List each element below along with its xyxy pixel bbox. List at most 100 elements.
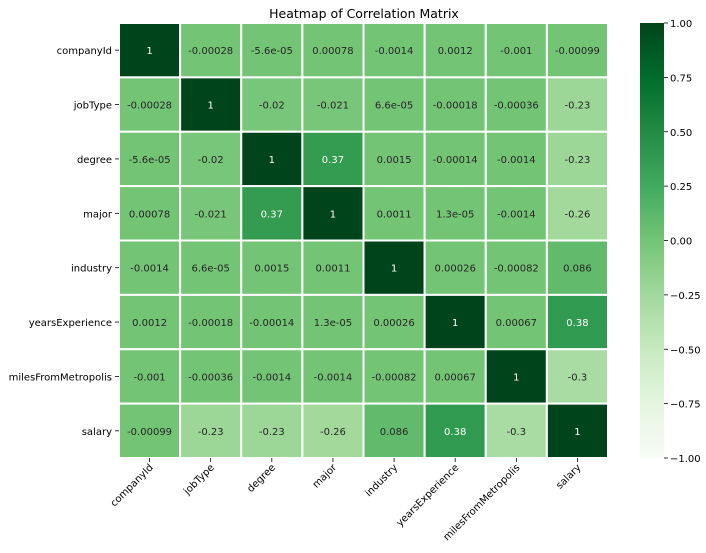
heatmap-cell-companyId-yearsExperience bbox=[423, 22, 487, 79]
x-tick-label: yearsExperience bbox=[395, 462, 462, 529]
cell-annotation: -0.021 bbox=[317, 101, 349, 112]
cell-annotation: -0.0014 bbox=[253, 372, 292, 383]
cell-annotation: -0.00014 bbox=[433, 155, 478, 166]
heatmap-cell-yearsExperience-yearsExperience bbox=[423, 293, 487, 351]
heatmap-cell-major-degree bbox=[240, 185, 304, 242]
cell-annotation: -0.00036 bbox=[188, 372, 233, 383]
cell-annotation: 1 bbox=[452, 318, 458, 329]
x-tick-label: industry bbox=[363, 462, 400, 499]
colorbar-tick-label: 0.25 bbox=[670, 182, 692, 193]
cell-annotation: -0.00082 bbox=[494, 264, 539, 275]
heatmap-cell-degree-salary bbox=[545, 130, 609, 188]
cell-annotation: -0.00099 bbox=[127, 427, 172, 438]
cell-annotation: 0.086 bbox=[563, 264, 592, 275]
cell-annotation: -5.6e-05 bbox=[251, 46, 293, 57]
cell-annotation: -0.23 bbox=[198, 427, 224, 438]
heatmap-cell-degree-milesFromMetropolis bbox=[484, 130, 548, 188]
heatmap-cell-degree-yearsExperience bbox=[423, 130, 487, 188]
colorbar: 1.00 0.75 0.50 0.25 0.00 −0.25 −0.50 −0.75 −1.00 bbox=[640, 19, 701, 465]
cell-annotation: -0.00082 bbox=[372, 372, 417, 383]
cell-annotation: -0.00028 bbox=[188, 46, 233, 57]
y-tick-label: major bbox=[83, 209, 113, 220]
cell-annotation: 0.37 bbox=[261, 209, 283, 220]
cell-annotation: -0.00014 bbox=[249, 318, 294, 329]
colorbar-tick-label: 0.00 bbox=[670, 237, 692, 248]
colorbar-tick-label: 0.50 bbox=[670, 128, 692, 139]
y-tick-label: industry bbox=[71, 264, 112, 275]
y-axis: companyId jobType degree major industry years… bbox=[9, 46, 119, 438]
heatmap-cell-milesFromMetropolis-jobType bbox=[179, 348, 243, 405]
colorbar-tick-label: −0.50 bbox=[670, 345, 701, 356]
x-tick-label: jobType bbox=[181, 462, 217, 498]
cell-annotation: 0.0015 bbox=[377, 155, 412, 166]
y-tick-label: degree bbox=[77, 155, 112, 166]
y-tick-label: milesFromMetropolis bbox=[9, 372, 112, 383]
heatmap-cell-jobType-major bbox=[301, 76, 365, 133]
colorbar-gradient bbox=[640, 23, 664, 458]
cell-annotation: -0.0014 bbox=[497, 209, 536, 220]
cell-annotation: 1.3e-05 bbox=[436, 209, 474, 220]
x-tick-label: degree bbox=[245, 462, 278, 495]
x-tick-label: salary bbox=[554, 462, 583, 491]
cell-annotation: 0.00078 bbox=[312, 46, 353, 57]
heatmap-cell-degree-degree bbox=[240, 130, 304, 188]
cell-annotation: -0.00028 bbox=[127, 101, 172, 112]
cell-annotation: -0.00099 bbox=[555, 46, 600, 57]
cell-annotation: -5.6e-05 bbox=[129, 155, 171, 166]
heatmap-cell-jobType-yearsExperience bbox=[423, 76, 487, 133]
cell-annotation: 6.6e-05 bbox=[191, 264, 229, 275]
heatmap-cell-major-industry bbox=[362, 185, 426, 242]
heatmap-cell-major-milesFromMetropolis bbox=[484, 185, 548, 242]
heatmap-cell-salary-degree bbox=[240, 402, 304, 459]
heatmap-cell-jobType-salary bbox=[545, 76, 609, 133]
y-tick-label: companyId bbox=[57, 46, 112, 57]
cell-annotation: 1 bbox=[330, 209, 336, 220]
cell-annotation: 0.0011 bbox=[377, 209, 412, 220]
heatmap-cell-yearsExperience-jobType bbox=[179, 293, 243, 351]
colorbar-tick-label: −1.00 bbox=[670, 454, 701, 465]
heatmap-cell-degree-industry bbox=[362, 130, 426, 188]
cell-annotation: 0.0012 bbox=[438, 46, 473, 57]
cell-annotation: -0.26 bbox=[565, 209, 591, 220]
cell-annotation: 0.0011 bbox=[315, 264, 350, 275]
cell-annotation: 0.00026 bbox=[435, 264, 476, 275]
colorbar-tick-label: 0.75 bbox=[670, 73, 692, 84]
cell-annotation: -0.3 bbox=[507, 427, 527, 438]
x-tick-label: companyId bbox=[109, 462, 156, 509]
cell-annotation: -0.00036 bbox=[494, 101, 539, 112]
heatmap-cell-salary-industry bbox=[362, 402, 426, 459]
cell-annotation: -0.02 bbox=[198, 155, 224, 166]
heatmap-cell-milesFromMetropolis-industry bbox=[362, 348, 426, 405]
cell-annotation: 1 bbox=[574, 427, 580, 438]
heatmap-cell-industry-major bbox=[301, 239, 365, 296]
heatmap-cell-degree-major bbox=[301, 130, 365, 188]
cell-annotation: -0.0014 bbox=[497, 155, 536, 166]
heatmap-cell-milesFromMetropolis-degree bbox=[240, 348, 304, 405]
cell-annotation: -0.001 bbox=[133, 372, 165, 383]
heatmap-cell-industry-industry bbox=[362, 239, 426, 296]
cell-annotation: 1 bbox=[146, 46, 152, 57]
heatmap-cell-milesFromMetropolis-milesFromMetropolis bbox=[484, 348, 548, 405]
cell-annotation: 1 bbox=[513, 372, 519, 383]
cell-annotation: -0.0014 bbox=[375, 46, 414, 57]
cell-annotation: -0.00018 bbox=[188, 318, 233, 329]
cell-annotation: -0.00018 bbox=[433, 101, 478, 112]
heatmap-cell-yearsExperience-industry bbox=[362, 293, 426, 351]
colorbar-tick-label: −0.25 bbox=[670, 291, 701, 302]
cell-annotation: 1 bbox=[391, 264, 397, 275]
cell-annotation: 0.38 bbox=[566, 318, 588, 329]
cell-annotations: 1 -0.00028 -5.6e-05 0.00078 -0.0014 0.0012 -0.… bbox=[127, 46, 600, 438]
cell-annotation: 0.37 bbox=[322, 155, 344, 166]
cell-annotation: -0.001 bbox=[500, 46, 532, 57]
colorbar-tick-label: −0.75 bbox=[670, 400, 701, 411]
cell-annotation: 0.00026 bbox=[373, 318, 414, 329]
cell-annotation: 0.38 bbox=[444, 427, 466, 438]
cell-annotation: -0.0014 bbox=[130, 264, 169, 275]
cell-annotation: 0.00067 bbox=[496, 318, 537, 329]
heatmap-cell-milesFromMetropolis-salary bbox=[545, 348, 609, 405]
chart-title: Heatmap of Correlation Matrix bbox=[269, 6, 459, 21]
heatmap-cell-yearsExperience-salary bbox=[545, 293, 609, 351]
cell-annotation: 0.0012 bbox=[132, 318, 167, 329]
y-tick-label: jobType bbox=[73, 101, 112, 112]
